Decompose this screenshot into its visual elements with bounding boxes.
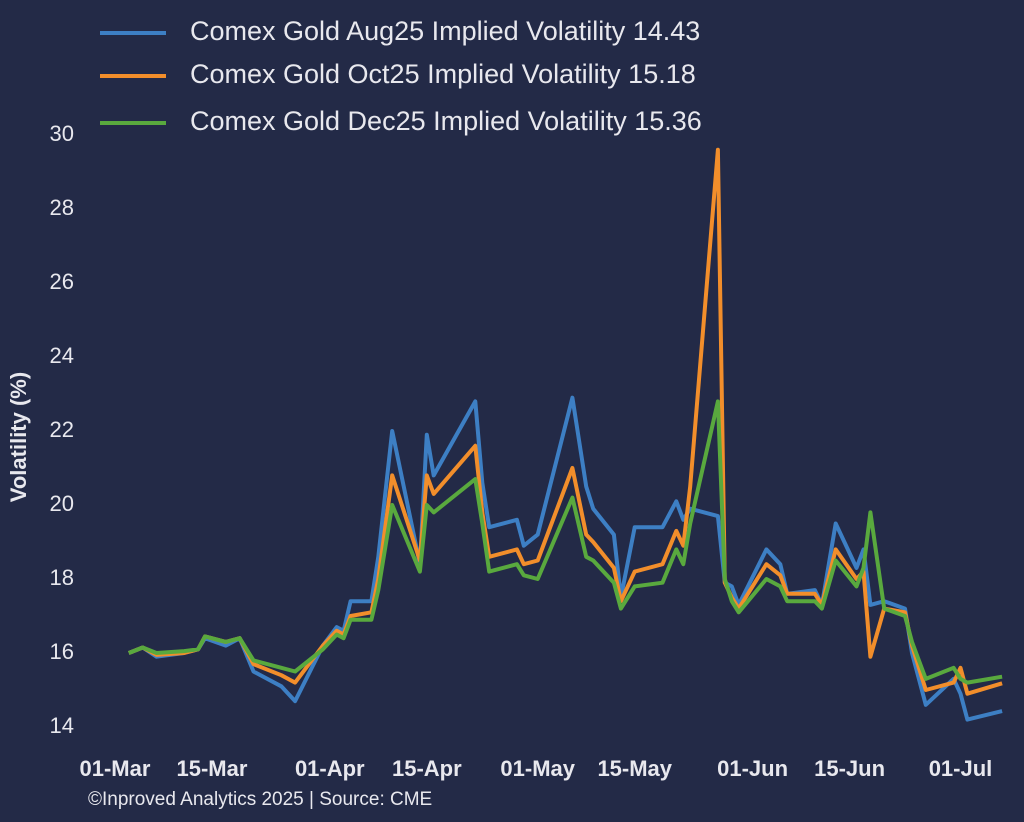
y-tick-label: 14 — [50, 713, 74, 738]
x-tick-label: 15-May — [597, 756, 672, 781]
y-tick-label: 24 — [50, 343, 74, 368]
x-tick-label: 01-Mar — [79, 756, 150, 781]
y-tick-label: 16 — [50, 639, 74, 664]
x-tick-label: 01-Jul — [929, 756, 993, 781]
y-tick-label: 18 — [50, 565, 74, 590]
y-tick-label: 22 — [50, 417, 74, 442]
y-tick-label: 26 — [50, 269, 74, 294]
legend-label: Comex Gold Dec25 Implied Volatility 15.3… — [190, 106, 702, 136]
y-tick-label: 28 — [50, 195, 74, 220]
x-tick-label: 15-Apr — [392, 756, 462, 781]
legend-label: Comex Gold Aug25 Implied Volatility 14.4… — [190, 16, 700, 46]
y-tick-label: 20 — [50, 491, 74, 516]
y-tick-label: 30 — [50, 121, 74, 146]
legend-label: Comex Gold Oct25 Implied Volatility 15.1… — [190, 59, 696, 89]
x-tick-label: 01-May — [500, 756, 575, 781]
x-tick-label: 01-Jun — [717, 756, 788, 781]
series-line — [128, 399, 1003, 685]
x-tick-label: 15-Jun — [814, 756, 885, 781]
x-tick-label: 01-Apr — [295, 756, 365, 781]
x-tick-label: 15-Mar — [177, 756, 248, 781]
series-line — [128, 395, 1003, 722]
y-axis-label: Volatility (%) — [6, 372, 31, 502]
footer: ©Inproved Analytics 2025 | Source: CME — [88, 789, 432, 810]
